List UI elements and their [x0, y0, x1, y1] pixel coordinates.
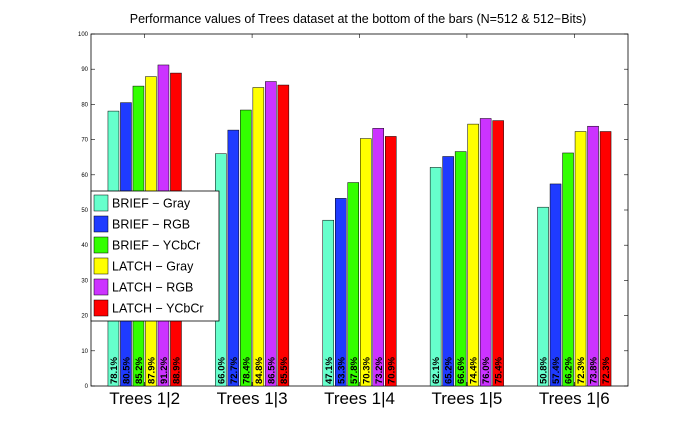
- y-tick-label: 10: [81, 349, 88, 355]
- bar-value-label: 91.2%: [159, 357, 170, 384]
- bar: [549, 183, 562, 387]
- bar-value-label: 85.5%: [279, 357, 290, 384]
- legend-label: BRIEF − RGB: [112, 218, 190, 232]
- bar-value-label: 72.3%: [601, 357, 612, 384]
- x-category-label: Trees 1|2: [109, 389, 180, 408]
- chart-title: Performance values of Trees dataset at t…: [130, 12, 587, 26]
- legend-label: LATCH − YCbCr: [112, 302, 204, 316]
- y-tick-label: 60: [81, 173, 88, 179]
- bar-value-label: 78.1%: [109, 357, 120, 384]
- y-tick-label: 0: [85, 384, 89, 390]
- bar-value-label: 53.3%: [336, 357, 347, 384]
- legend-swatch: [93, 299, 109, 317]
- y-tick-label: 90: [81, 67, 88, 73]
- legend-label: LATCH − Gray: [112, 260, 194, 274]
- bar: [335, 198, 347, 387]
- bar-value-label: 72.3%: [576, 357, 587, 384]
- y-tick-label: 70: [81, 138, 88, 144]
- bar-value-label: 73.2%: [374, 357, 385, 384]
- legend-swatch: [93, 278, 109, 296]
- y-tick-label: 40: [81, 243, 88, 249]
- legend-label: LATCH − RGB: [112, 281, 193, 295]
- bar-value-label: 76.0%: [481, 357, 492, 384]
- bar: [454, 151, 467, 387]
- bar: [479, 118, 492, 387]
- bar-value-label: 74.4%: [469, 357, 480, 384]
- bar: [385, 136, 397, 387]
- y-tick-label: 80: [81, 102, 88, 108]
- bar: [227, 129, 240, 387]
- bar-value-label: 88.9%: [171, 357, 182, 384]
- bar-value-label: 73.8%: [589, 357, 600, 384]
- legend: BRIEF − Gray BRIEF − RGB BRIEF − YCbCr LATC…: [90, 190, 220, 322]
- y-tick-label: 100: [78, 32, 89, 38]
- bar: [599, 131, 612, 387]
- legend-swatch: [93, 257, 109, 275]
- bar-value-label: 66.2%: [564, 357, 575, 384]
- x-category-label: Trees 1|3: [217, 389, 288, 408]
- bar-value-label: 86.5%: [266, 357, 277, 384]
- bar: [574, 131, 587, 387]
- bar-value-label: 72.7%: [229, 357, 240, 384]
- bar-value-label: 57.8%: [349, 357, 360, 384]
- bar-value-label: 62.1%: [431, 357, 442, 384]
- bar: [372, 128, 384, 387]
- bar-value-label: 66.6%: [456, 357, 467, 384]
- legend-label: BRIEF − Gray: [112, 197, 191, 211]
- bar: [277, 84, 290, 387]
- bar-value-label: 78.4%: [241, 357, 252, 384]
- bar: [442, 156, 454, 387]
- legend-swatch: [93, 215, 109, 233]
- y-tick-label: 20: [81, 314, 88, 320]
- bar-value-label: 57.4%: [551, 357, 562, 384]
- legend-label: BRIEF − YCbCr: [112, 239, 200, 253]
- bar: [492, 120, 504, 387]
- bar: [360, 138, 372, 387]
- bar-value-label: 65.2%: [444, 357, 455, 384]
- bar-value-label: 50.8%: [539, 357, 550, 384]
- bar: [322, 219, 334, 387]
- bar: [537, 206, 549, 387]
- x-category-label: Trees 1|5: [431, 389, 502, 408]
- legend-box: [90, 190, 220, 322]
- bar-value-label: 70.3%: [361, 357, 372, 384]
- bar-value-label: 85.2%: [134, 357, 145, 384]
- bar-value-label: 75.4%: [494, 357, 505, 384]
- bar-value-label: 70.9%: [386, 357, 397, 384]
- bar-value-label: 66.0%: [216, 357, 227, 384]
- y-tick-label: 50: [81, 208, 88, 214]
- x-category-label: Trees 1|4: [324, 389, 395, 408]
- legend-swatch: [93, 194, 109, 212]
- bar-value-label: 47.1%: [324, 357, 335, 384]
- bar: [467, 123, 479, 387]
- bar: [587, 125, 599, 387]
- bar: [347, 182, 359, 387]
- y-tick-label: 30: [81, 278, 88, 284]
- bar: [240, 109, 252, 387]
- bar-value-label: 80.5%: [121, 357, 132, 384]
- bar: [429, 167, 442, 387]
- bar: [265, 81, 277, 387]
- x-category-label: Trees 1|6: [539, 389, 610, 408]
- bar: [252, 87, 265, 387]
- bar: [562, 152, 574, 387]
- bar-value-label: 87.9%: [146, 357, 157, 384]
- legend-swatch: [93, 236, 109, 254]
- bar-value-label: 84.8%: [254, 357, 265, 384]
